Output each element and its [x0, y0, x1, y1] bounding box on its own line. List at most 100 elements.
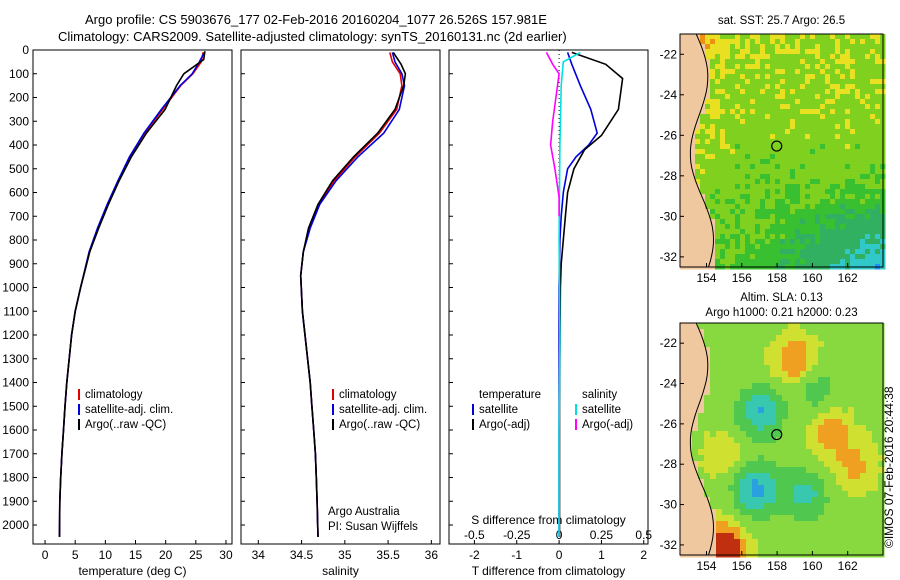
map-cell — [704, 335, 711, 342]
map-cell — [700, 79, 706, 85]
map-cell — [830, 437, 837, 444]
map-cell — [740, 401, 747, 408]
map-cell — [740, 509, 747, 516]
map-cell — [805, 39, 811, 45]
map-cell — [745, 69, 751, 75]
map-cell — [805, 109, 811, 115]
map-cell — [745, 209, 751, 215]
map-cell — [830, 443, 837, 450]
map-cell — [815, 229, 821, 235]
map-cell — [848, 353, 855, 360]
map-cell — [680, 371, 687, 378]
map-cell — [704, 497, 711, 504]
map-cell — [776, 479, 783, 486]
map-cell — [750, 44, 756, 50]
map-cell — [734, 323, 741, 330]
map-cell — [855, 239, 861, 245]
map-cell — [698, 539, 705, 546]
map-cell — [722, 533, 729, 540]
map-cell — [700, 94, 706, 100]
map-cell — [750, 129, 756, 135]
map-cell — [860, 44, 866, 50]
map-cell — [830, 224, 836, 230]
map-cell — [710, 323, 717, 330]
map-cell — [848, 419, 855, 426]
map-cell — [824, 509, 831, 516]
map-cell — [818, 485, 825, 492]
map-cell — [680, 144, 686, 150]
map-cell — [825, 39, 831, 45]
map-cell — [740, 234, 746, 240]
map-cell — [705, 169, 711, 175]
map-cell — [865, 129, 871, 135]
map-cell — [710, 64, 716, 70]
map-cell — [800, 239, 806, 245]
map-cell — [824, 533, 831, 540]
map-cell — [830, 124, 836, 130]
y-tick-label: 0 — [22, 43, 29, 57]
map-cell — [855, 194, 861, 200]
map-cell — [810, 194, 816, 200]
map-cell — [836, 431, 843, 438]
map-cell — [860, 234, 866, 240]
map-cell — [680, 194, 686, 200]
map-cell — [715, 39, 721, 45]
map-cell — [850, 164, 856, 170]
map-cell — [840, 244, 846, 250]
map-cell — [745, 94, 751, 100]
map-cell — [800, 515, 807, 522]
map-cell — [860, 359, 867, 366]
map-cell — [800, 353, 807, 360]
map-cell — [818, 425, 825, 432]
map-cell — [812, 353, 819, 360]
map-cell — [686, 377, 693, 384]
map-cell — [812, 443, 819, 450]
map-cell — [734, 335, 741, 342]
map-cell — [760, 109, 766, 115]
map-cell — [722, 551, 729, 558]
map-cell — [710, 365, 717, 372]
map-cell — [730, 114, 736, 120]
map-cell — [758, 503, 765, 510]
map-cell — [728, 485, 735, 492]
map-cell — [700, 39, 706, 45]
map-cell — [715, 74, 721, 80]
map-cell — [760, 129, 766, 135]
map-cell — [752, 467, 759, 474]
map-cell — [875, 214, 881, 220]
map-cell — [728, 539, 735, 546]
map-cell — [764, 419, 771, 426]
map-cell — [785, 194, 791, 200]
map-cell — [830, 234, 836, 240]
map-cell — [698, 431, 705, 438]
map-cell — [705, 89, 711, 95]
map-cell — [820, 219, 826, 225]
map-cell — [845, 254, 851, 260]
map-cell — [716, 371, 723, 378]
map-cell — [716, 503, 723, 510]
map-cell — [845, 49, 851, 55]
map-cell — [680, 109, 686, 115]
map-cell — [752, 353, 759, 360]
map-cell — [830, 329, 837, 336]
map-cell — [734, 347, 741, 354]
map-cell — [825, 184, 831, 190]
map-cell — [695, 174, 701, 180]
map-cell — [760, 99, 766, 105]
map-cell — [840, 219, 846, 225]
map-cell — [854, 539, 861, 546]
map-cell — [680, 59, 686, 65]
map-cell — [770, 94, 776, 100]
map-cell — [785, 214, 791, 220]
map-cell — [866, 491, 873, 498]
map-cell — [716, 479, 723, 486]
map-cell — [755, 249, 761, 255]
map-cell — [770, 34, 776, 40]
map-cell — [855, 54, 861, 60]
map-cell — [820, 134, 826, 140]
y-tick-label: 200 — [9, 91, 29, 105]
map-cell — [740, 89, 746, 95]
map-cell — [750, 59, 756, 65]
map-cell — [830, 259, 836, 265]
map-cell — [854, 365, 861, 372]
